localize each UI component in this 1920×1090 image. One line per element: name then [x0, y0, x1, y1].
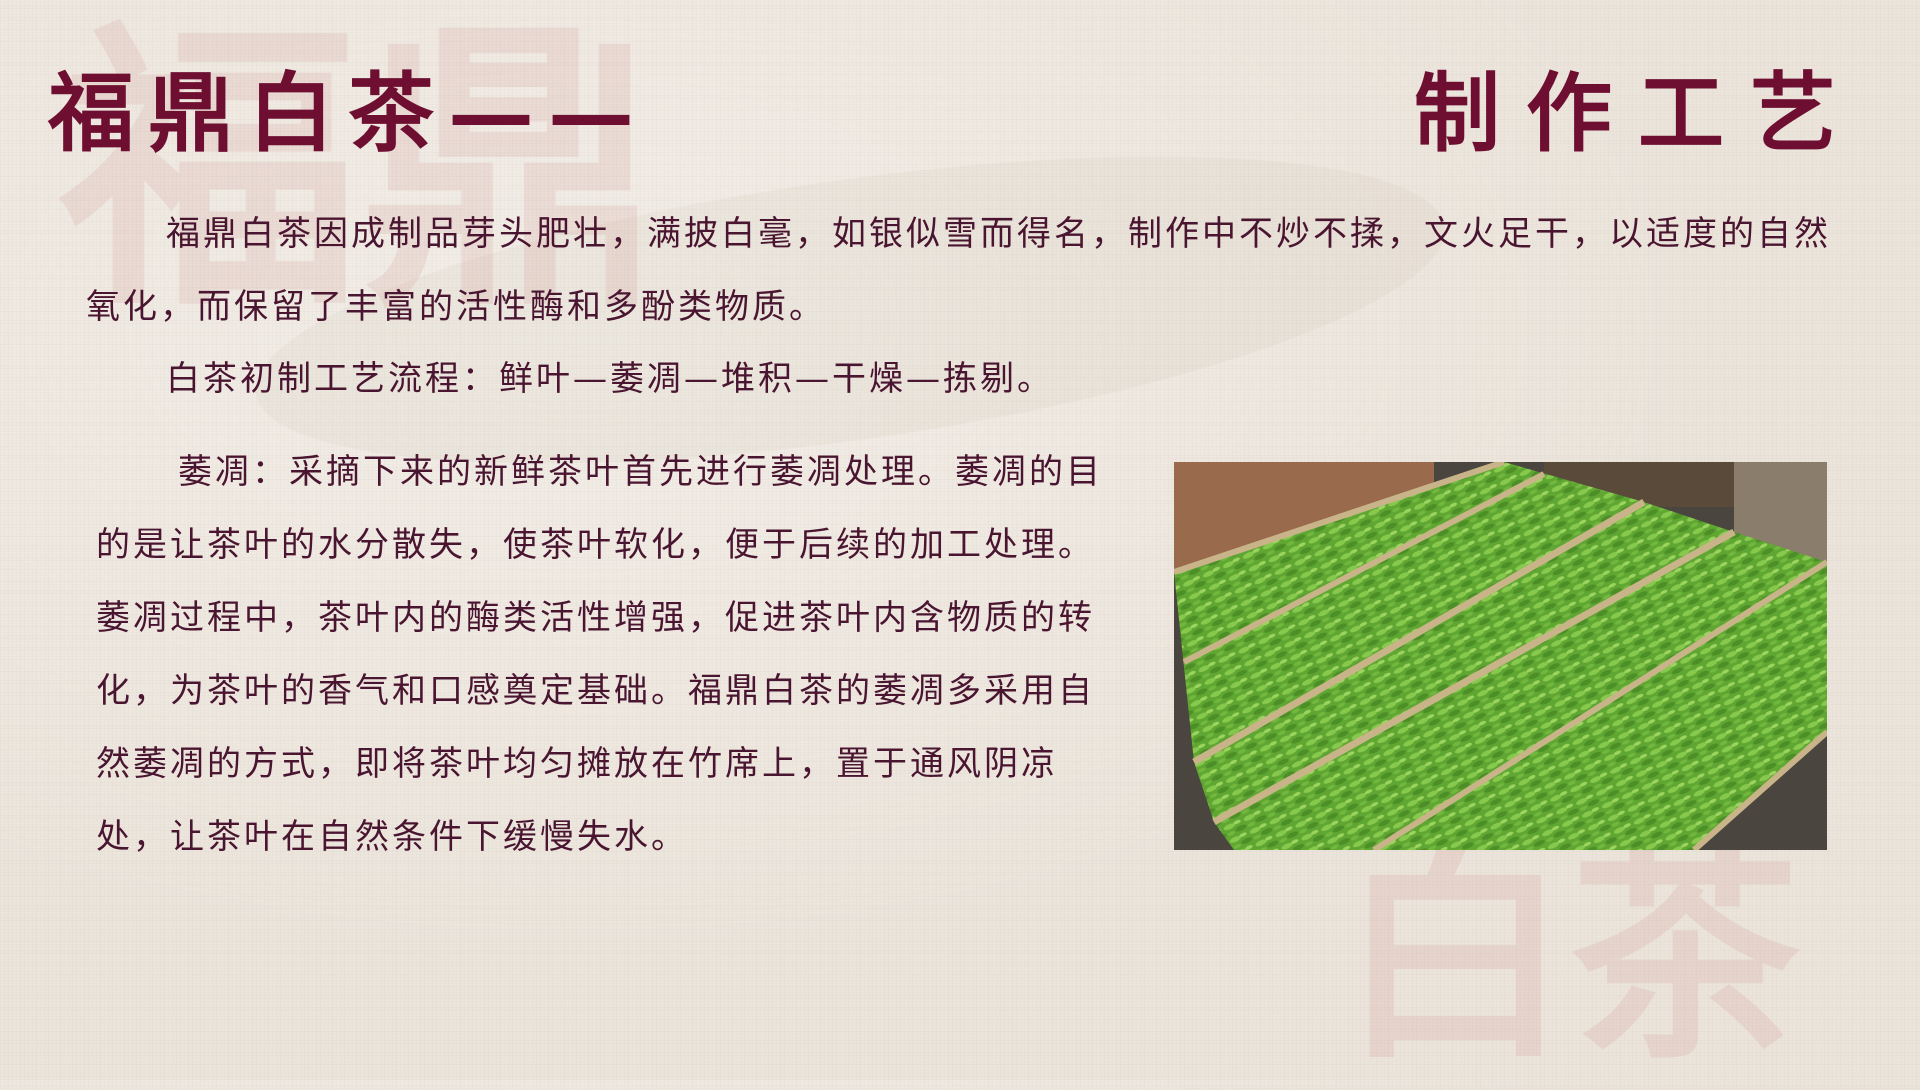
section-title: 制作工艺: [1414, 62, 1862, 164]
tea-withering-illustration: [1174, 462, 1827, 850]
page-title: 福鼎白茶——: [48, 40, 648, 170]
tea-withering-photo: [1174, 462, 1827, 850]
intro-paragraph: 福鼎白茶因成制品芽头肥壮，满披白毫，如银似雪而得名，制作中不炒不揉，文火足干，以…: [86, 214, 1831, 327]
withering-paragraph: 萎凋：采摘下来的新鲜茶叶首先进行萎凋处理。萎凋的目的是让茶叶的水分散失，使茶叶软…: [96, 452, 1103, 857]
watermark-seal-right: 白茶: [1340, 820, 1801, 1090]
process-flow-paragraph: 白茶初制工艺流程：鲜叶—萎凋—堆积—干燥—拣剔。: [166, 359, 1054, 399]
page-title-text: 福鼎白茶——: [48, 62, 648, 164]
